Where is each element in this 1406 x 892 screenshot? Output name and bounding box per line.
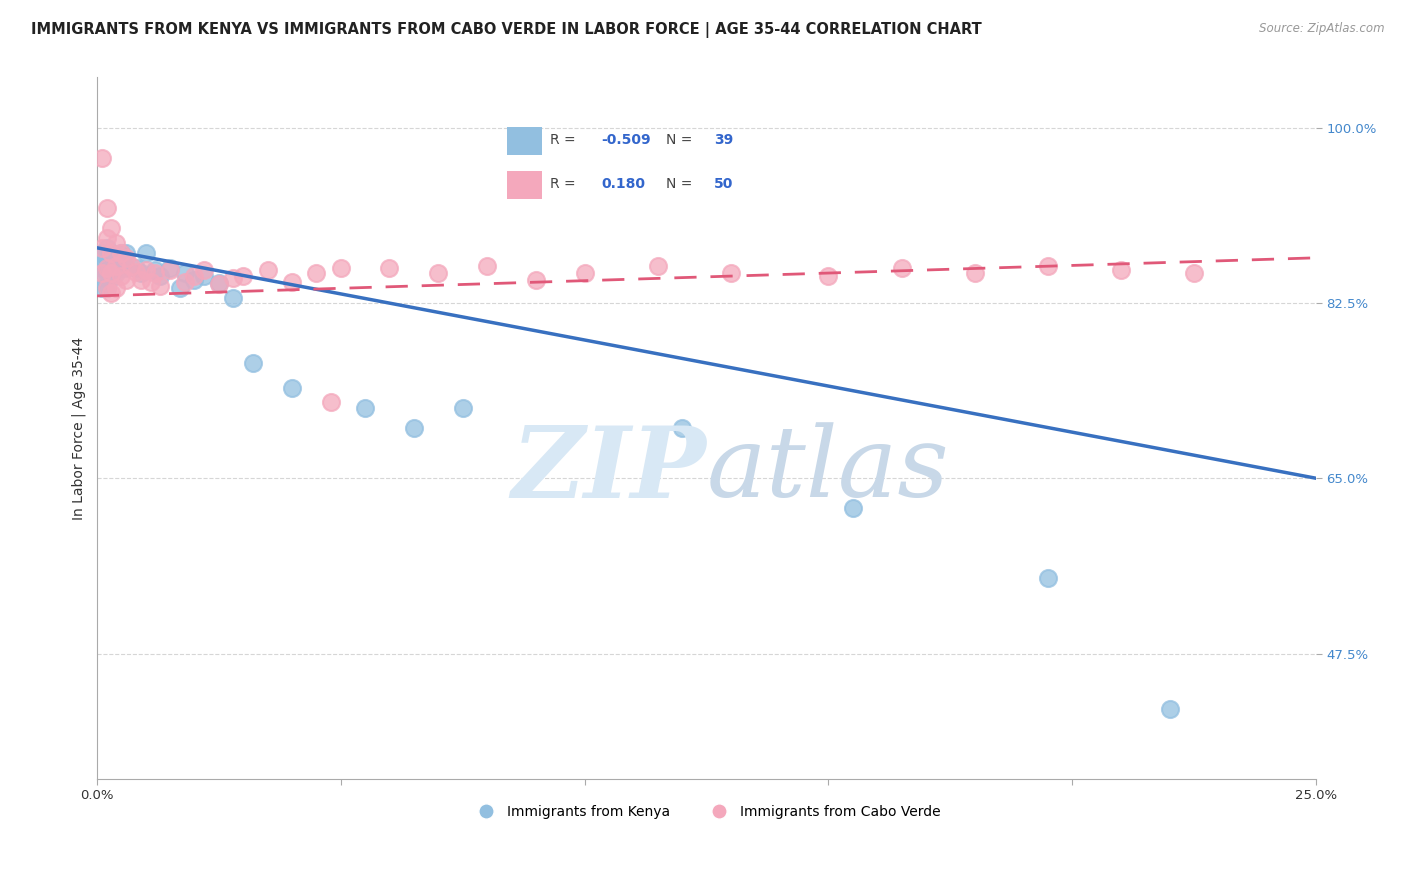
Point bbox=[125, 260, 148, 275]
Point bbox=[115, 273, 138, 287]
Point bbox=[222, 271, 245, 285]
Point bbox=[281, 381, 304, 395]
Text: IMMIGRANTS FROM KENYA VS IMMIGRANTS FROM CABO VERDE IN LABOR FORCE | AGE 35-44 C: IMMIGRANTS FROM KENYA VS IMMIGRANTS FROM… bbox=[31, 22, 981, 38]
Point bbox=[110, 260, 132, 275]
Point bbox=[256, 263, 278, 277]
Point bbox=[720, 266, 742, 280]
Point bbox=[96, 231, 118, 245]
Point bbox=[319, 395, 342, 409]
Point bbox=[149, 278, 172, 293]
Point bbox=[183, 268, 205, 283]
Point bbox=[96, 260, 118, 275]
Point bbox=[193, 263, 215, 277]
Point bbox=[96, 201, 118, 215]
Point bbox=[145, 266, 167, 280]
Point bbox=[574, 266, 596, 280]
Point bbox=[129, 266, 152, 280]
Point bbox=[105, 251, 128, 265]
Point bbox=[208, 277, 231, 291]
Point bbox=[96, 266, 118, 280]
Point bbox=[90, 241, 112, 255]
Point bbox=[475, 259, 498, 273]
Legend: Immigrants from Kenya, Immigrants from Cabo Verde: Immigrants from Kenya, Immigrants from C… bbox=[467, 799, 946, 824]
Point bbox=[115, 245, 138, 260]
Point bbox=[1182, 266, 1205, 280]
Point bbox=[232, 268, 254, 283]
Point bbox=[90, 260, 112, 275]
Point bbox=[90, 245, 112, 260]
Point bbox=[115, 251, 138, 265]
Point bbox=[1036, 259, 1059, 273]
Point bbox=[451, 401, 474, 416]
Point bbox=[90, 251, 112, 265]
Point bbox=[100, 245, 122, 260]
Point bbox=[305, 266, 328, 280]
Point bbox=[354, 401, 377, 416]
Point bbox=[183, 273, 205, 287]
Point bbox=[524, 273, 547, 287]
Point bbox=[281, 275, 304, 289]
Point bbox=[242, 356, 264, 370]
Point bbox=[427, 266, 450, 280]
Point bbox=[96, 241, 118, 255]
Point bbox=[647, 259, 669, 273]
Point bbox=[90, 151, 112, 165]
Point bbox=[378, 260, 401, 275]
Point bbox=[105, 235, 128, 250]
Point bbox=[129, 273, 152, 287]
Point bbox=[100, 256, 122, 270]
Point bbox=[145, 263, 167, 277]
Point bbox=[193, 268, 215, 283]
Point bbox=[173, 266, 195, 280]
Point bbox=[817, 268, 839, 283]
Point bbox=[105, 281, 128, 295]
Point bbox=[105, 266, 128, 280]
Point bbox=[90, 281, 112, 295]
Point bbox=[96, 251, 118, 265]
Point bbox=[100, 245, 122, 260]
Point bbox=[139, 275, 162, 289]
Point bbox=[110, 268, 132, 283]
Point bbox=[100, 220, 122, 235]
Point bbox=[208, 276, 231, 290]
Point bbox=[842, 501, 865, 516]
Point bbox=[110, 245, 132, 260]
Point bbox=[149, 268, 172, 283]
Point bbox=[890, 260, 912, 275]
Point bbox=[329, 260, 352, 275]
Point bbox=[173, 275, 195, 289]
Point bbox=[169, 281, 191, 295]
Point bbox=[1109, 263, 1132, 277]
Text: Source: ZipAtlas.com: Source: ZipAtlas.com bbox=[1260, 22, 1385, 36]
Point bbox=[135, 245, 157, 260]
Point bbox=[100, 271, 122, 285]
Point bbox=[159, 263, 181, 277]
Point bbox=[671, 421, 693, 435]
Point bbox=[222, 291, 245, 305]
Point bbox=[110, 245, 132, 260]
Point bbox=[135, 263, 157, 277]
Point bbox=[100, 266, 122, 280]
Text: atlas: atlas bbox=[706, 423, 949, 518]
Point bbox=[90, 266, 112, 280]
Point bbox=[125, 265, 148, 279]
Point bbox=[115, 260, 138, 275]
Point bbox=[402, 421, 425, 435]
Text: ZIP: ZIP bbox=[512, 422, 706, 518]
Point bbox=[159, 260, 181, 275]
Point bbox=[963, 266, 986, 280]
Point bbox=[1159, 702, 1181, 716]
Point bbox=[96, 281, 118, 295]
Point bbox=[120, 259, 142, 273]
Point bbox=[90, 271, 112, 285]
Point bbox=[105, 259, 128, 273]
Y-axis label: In Labor Force | Age 35-44: In Labor Force | Age 35-44 bbox=[72, 336, 86, 520]
Point bbox=[96, 281, 118, 295]
Point bbox=[100, 285, 122, 300]
Point bbox=[1036, 572, 1059, 586]
